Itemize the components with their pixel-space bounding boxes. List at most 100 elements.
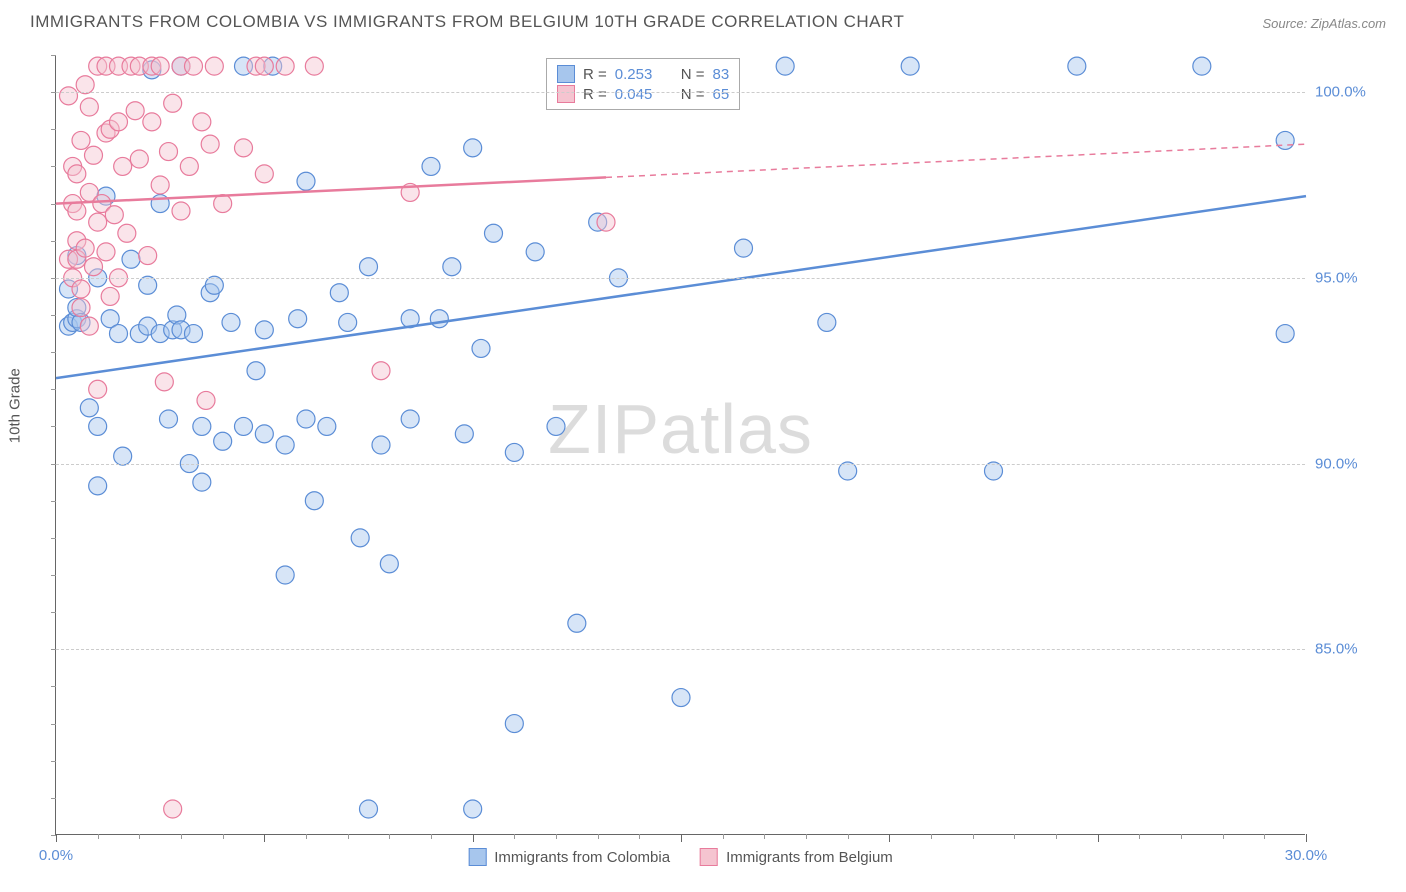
plot-area: ZIPatlas R =0.253N =83R =0.045N =65 Immi… <box>55 55 1305 835</box>
data-point <box>214 195 232 213</box>
data-point <box>360 258 378 276</box>
x-tick-minor <box>931 834 932 839</box>
x-tick-minor <box>639 834 640 839</box>
data-point <box>80 317 98 335</box>
data-point <box>164 800 182 818</box>
data-point <box>193 113 211 131</box>
data-point <box>818 313 836 331</box>
x-tick-minor <box>1139 834 1140 839</box>
data-point <box>505 715 523 733</box>
legend-swatch <box>557 65 575 83</box>
data-point <box>305 57 323 75</box>
data-point <box>85 258 103 276</box>
n-value: 65 <box>713 86 730 103</box>
data-point <box>235 417 253 435</box>
data-point <box>72 280 90 298</box>
x-tick-minor <box>1181 834 1182 839</box>
y-tick-minor <box>51 241 56 242</box>
data-point <box>464 800 482 818</box>
data-point <box>330 284 348 302</box>
data-point <box>214 432 232 450</box>
x-tick-minor <box>764 834 765 839</box>
y-tick-minor <box>51 612 56 613</box>
x-tick <box>1098 834 1099 842</box>
data-point <box>597 213 615 231</box>
data-point <box>1068 57 1086 75</box>
r-label: R = <box>583 86 607 103</box>
data-point <box>339 313 357 331</box>
data-point <box>89 477 107 495</box>
x-tick-label: 0.0% <box>39 847 73 864</box>
data-point <box>76 239 94 257</box>
x-tick-minor <box>389 834 390 839</box>
n-label: N = <box>681 66 705 83</box>
legend-swatch <box>557 85 575 103</box>
data-point <box>485 224 503 242</box>
data-point <box>143 113 161 131</box>
x-tick <box>1306 834 1307 842</box>
data-point <box>305 492 323 510</box>
data-point <box>72 299 90 317</box>
trend-line <box>56 177 606 203</box>
legend-swatch <box>468 848 486 866</box>
data-point <box>276 566 294 584</box>
data-point <box>430 310 448 328</box>
data-point <box>289 310 307 328</box>
y-tick-minor <box>51 278 56 279</box>
data-point <box>255 321 273 339</box>
data-point <box>68 202 86 220</box>
data-point <box>901 57 919 75</box>
data-point <box>1276 131 1294 149</box>
gridline-h <box>56 649 1305 650</box>
x-tick-minor <box>306 834 307 839</box>
data-point <box>297 172 315 190</box>
y-tick-minor <box>51 724 56 725</box>
n-value: 83 <box>713 66 730 83</box>
x-tick-minor <box>723 834 724 839</box>
chart-title: IMMIGRANTS FROM COLOMBIA VS IMMIGRANTS F… <box>30 12 904 32</box>
data-point <box>455 425 473 443</box>
n-label: N = <box>681 86 705 103</box>
x-tick-minor <box>1223 834 1224 839</box>
legend-stats: R =0.253N =83R =0.045N =65 <box>546 58 740 110</box>
data-point <box>205 276 223 294</box>
data-point <box>193 417 211 435</box>
data-point <box>105 206 123 224</box>
data-point <box>201 135 219 153</box>
data-point <box>85 146 103 164</box>
data-point <box>114 447 132 465</box>
data-point <box>372 362 390 380</box>
data-point <box>151 57 169 75</box>
data-point <box>472 339 490 357</box>
data-point <box>297 410 315 428</box>
x-tick-minor <box>598 834 599 839</box>
data-point <box>380 555 398 573</box>
x-tick-minor <box>1014 834 1015 839</box>
y-tick-minor <box>51 204 56 205</box>
y-tick-minor <box>51 129 56 130</box>
gridline-h <box>56 464 1305 465</box>
data-point <box>80 399 98 417</box>
data-point <box>139 276 157 294</box>
r-value: 0.045 <box>615 86 665 103</box>
x-tick <box>264 834 265 842</box>
data-point <box>464 139 482 157</box>
y-tick-label: 95.0% <box>1315 269 1385 286</box>
data-point <box>568 614 586 632</box>
data-point <box>222 313 240 331</box>
trend-line-extrapolated <box>606 144 1306 177</box>
data-point <box>97 243 115 261</box>
x-tick-minor <box>348 834 349 839</box>
r-value: 0.253 <box>615 66 665 83</box>
y-tick-minor <box>51 686 56 687</box>
data-point <box>164 94 182 112</box>
legend-swatch <box>700 848 718 866</box>
data-point <box>110 113 128 131</box>
data-point <box>185 325 203 343</box>
y-axis-label: 10th Grade <box>7 368 24 443</box>
y-tick-minor <box>51 92 56 93</box>
data-point <box>155 373 173 391</box>
x-tick-minor <box>431 834 432 839</box>
data-point <box>114 157 132 175</box>
legend-series-item: Immigrants from Colombia <box>468 848 670 866</box>
